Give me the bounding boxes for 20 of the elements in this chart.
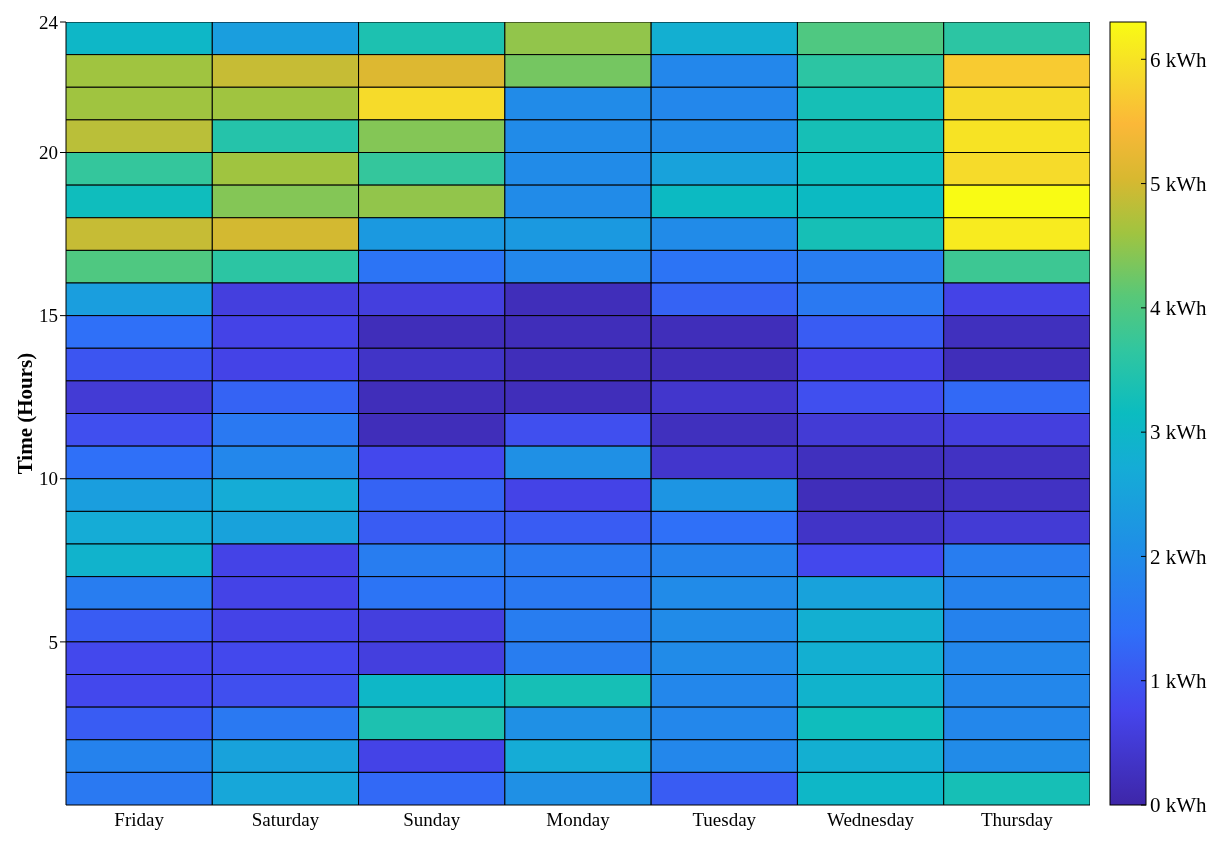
y-tick-label: 5 (48, 631, 58, 653)
color-bar-label: 4 kWh (1150, 296, 1208, 321)
x-tick-label: Monday (546, 809, 611, 831)
color-bar-label: 3 kWh (1150, 420, 1208, 445)
x-tick-label: Tuesday (692, 809, 757, 831)
x-tick-label: Sunday (403, 809, 461, 831)
color-bar-label: 6 kWh (1150, 47, 1208, 72)
y-tick-label: 15 (39, 305, 58, 327)
x-tick-label: Saturday (251, 809, 320, 831)
x-tick-label: Wednesday (827, 809, 915, 831)
x-tick-label: Friday (114, 809, 165, 831)
y-tick-label: 10 (39, 468, 58, 490)
y-tick-label: 20 (39, 142, 58, 164)
y-tick-label: 24 (39, 11, 59, 33)
color-bar-label: 1 kWh (1150, 669, 1208, 694)
y-axis-title: Time (Hours) (13, 352, 38, 475)
color-bar-label: 0 kWh (1150, 793, 1208, 818)
color-bar-label: 2 kWh (1150, 544, 1208, 569)
x-tick-label: Thursday (980, 809, 1054, 831)
color-bar-label: 5 kWh (1150, 171, 1208, 196)
